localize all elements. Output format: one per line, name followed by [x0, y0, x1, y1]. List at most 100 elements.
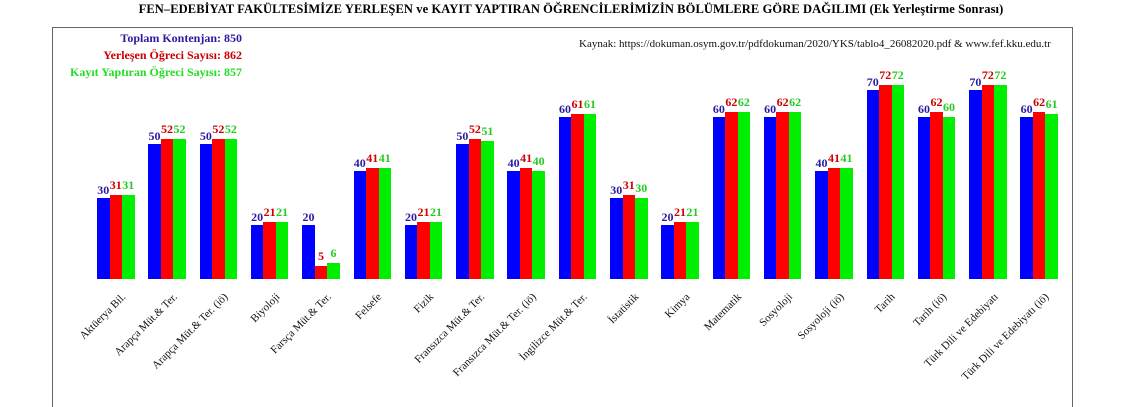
value-label-quota: 70: [969, 75, 982, 89]
value-label-placed: 31: [109, 178, 122, 193]
value-label-enrolled: 21: [276, 205, 289, 220]
bar-quota: [558, 117, 572, 279]
bar-enrolled: [173, 138, 186, 279]
bar-placed: [1032, 111, 1046, 279]
value-label-quota: 60: [1020, 102, 1033, 116]
bar-quota: [148, 144, 161, 279]
bar-placed: [417, 222, 430, 279]
bar-enrolled: [737, 111, 751, 279]
value-label-enrolled: 41: [378, 151, 391, 166]
x-axis-label: Kimya: [662, 291, 693, 321]
value-label-enrolled: 72: [891, 67, 904, 82]
chart-frame: [52, 27, 1073, 407]
value-label-placed: 61: [571, 97, 584, 112]
bar-quota: [456, 144, 469, 279]
value-label-placed: 21: [417, 205, 430, 220]
bar-placed: [314, 265, 328, 279]
value-label-placed: 21: [263, 205, 276, 220]
bar-enrolled: [788, 111, 802, 279]
bar-quota: [969, 90, 982, 279]
bar-placed: [622, 195, 635, 279]
value-label-placed: 62: [1033, 94, 1046, 109]
bar-placed: [879, 84, 892, 279]
bar-quota: [661, 225, 674, 279]
value-label-enrolled: 40: [532, 154, 545, 168]
bar-placed: [109, 195, 122, 279]
bar-enrolled: [635, 198, 648, 279]
x-axis-label: Felsefe: [353, 291, 385, 322]
value-label-enrolled: 62: [789, 94, 802, 109]
value-label-quota: 60: [918, 102, 931, 116]
value-label-placed: 41: [366, 151, 379, 166]
value-label-enrolled: 41: [840, 151, 853, 166]
bar-placed: [519, 168, 533, 279]
bar-quota: [250, 225, 264, 279]
bar-placed: [571, 114, 584, 279]
bar-placed: [160, 138, 174, 279]
value-label-enrolled: 6: [330, 245, 337, 260]
value-label-quota: 50: [456, 129, 469, 143]
value-label-quota: 40: [507, 156, 520, 170]
value-label-quota: 20: [405, 210, 418, 224]
value-label-enrolled: 31: [122, 178, 135, 193]
value-label-enrolled: 61: [1045, 97, 1058, 112]
bar-quota: [866, 90, 879, 279]
value-label-placed: 62: [776, 94, 789, 109]
bar-enrolled: [840, 168, 853, 279]
value-label-placed: 62: [725, 94, 738, 109]
value-label-quota: 20: [251, 210, 264, 224]
bar-placed: [366, 168, 379, 279]
value-label-placed: 41: [827, 151, 840, 166]
value-label-quota: 60: [764, 102, 777, 116]
x-axis-label: Fizik: [411, 291, 437, 316]
value-label-quota: 20: [302, 210, 315, 224]
value-label-placed: 52: [212, 121, 225, 136]
bar-enrolled: [122, 195, 135, 279]
value-label-quota: 50: [199, 129, 212, 143]
bar-enrolled: [686, 222, 699, 279]
value-label-quota: 20: [661, 210, 674, 224]
bar-placed: [263, 222, 276, 279]
bar-placed: [827, 168, 841, 279]
bar-enrolled: [583, 114, 597, 279]
x-axis-label: Türk Dili ve Edebiyatı (iö): [959, 291, 1052, 383]
bar-quota: [507, 171, 520, 279]
value-label-quota: 50: [148, 129, 161, 143]
bar-enrolled: [532, 171, 545, 279]
value-label-enrolled: 51: [481, 124, 494, 139]
legend: Toplam Kontenjan: 850 Yerleşen Öğreci Sa…: [60, 30, 242, 81]
value-label-placed: 72: [879, 67, 892, 82]
value-label-enrolled: 21: [430, 205, 443, 220]
value-label-quota: 40: [353, 156, 366, 170]
bar-enrolled: [327, 262, 340, 279]
value-label-placed: 52: [161, 121, 174, 136]
source-note: Kaynak: https://dokuman.osym.gov.tr/pdfd…: [579, 38, 1051, 50]
x-axis-label: Sosyoloji: [757, 291, 796, 329]
value-label-enrolled: 60: [943, 100, 956, 114]
value-label-enrolled: 72: [994, 67, 1007, 82]
legend-placed: Yerleşen Öğreci Sayısı: 862: [103, 48, 242, 62]
bar-quota: [199, 144, 213, 279]
bar-enrolled: [481, 141, 494, 279]
bar-enrolled: [891, 84, 904, 279]
value-label-placed: 41: [520, 151, 533, 166]
bar-quota: [353, 171, 366, 279]
value-label-enrolled: 30: [635, 181, 648, 195]
legend-enrolled: Kayıt Yaptıran Öğreci Sayısı: 857: [70, 65, 242, 79]
value-label-enrolled: 62: [737, 94, 750, 109]
value-label-quota: 40: [815, 156, 828, 170]
value-label-placed: 62: [930, 94, 943, 109]
chart-title: FEN–EDEBİYAT FAKÜLTESİMİZE YERLEŞEN ve K…: [138, 2, 1004, 16]
legend-quota: Toplam Kontenjan: 850: [120, 31, 242, 45]
bar-placed: [725, 111, 738, 279]
bar-enrolled: [1045, 114, 1058, 279]
bar-placed: [930, 111, 943, 279]
value-label-quota: 30: [610, 183, 623, 197]
value-label-quota: 70: [866, 75, 879, 89]
value-label-quota: 30: [97, 183, 110, 197]
bar-enrolled: [378, 168, 391, 279]
value-label-placed: 21: [674, 205, 687, 220]
bar-quota: [610, 198, 623, 279]
bar-enrolled: [275, 222, 289, 279]
bar-enrolled: [429, 222, 443, 279]
